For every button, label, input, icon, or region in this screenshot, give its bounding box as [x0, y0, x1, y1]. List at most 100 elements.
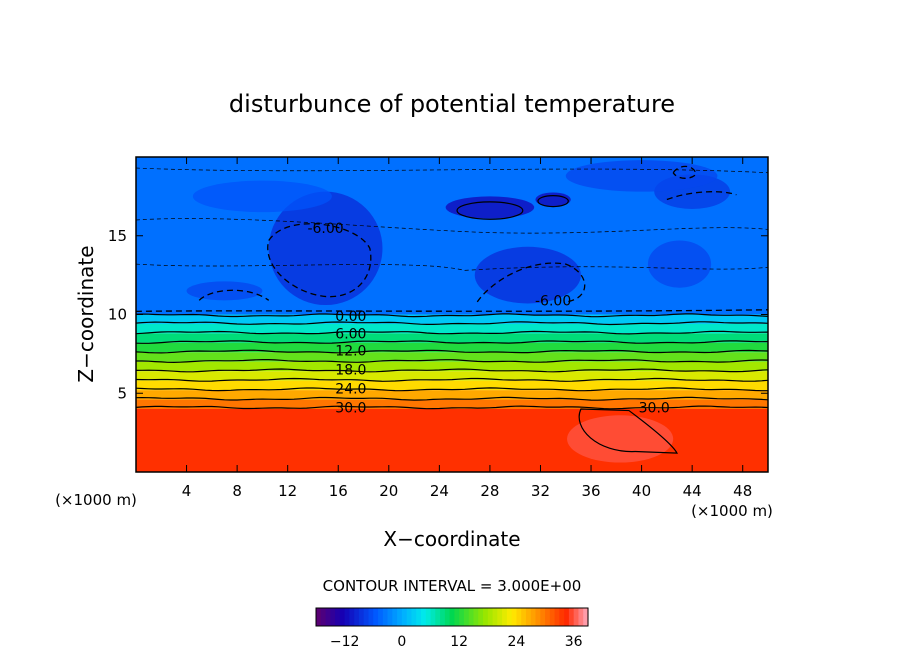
- colorbar-swatch-7: [349, 608, 355, 626]
- x-axis-ticks: 4 8 12 16 20 24 28 32 36 40 44 48: [182, 157, 752, 500]
- colorbar-swatch-56: [583, 608, 589, 626]
- contour-label-7: -6.00: [307, 221, 343, 237]
- x-unit-left: (×1000 m): [55, 491, 137, 509]
- thermal-layer-10: [136, 314, 768, 324]
- x-tick-label-8: 36: [581, 482, 600, 500]
- x-tick-label-4: 20: [379, 482, 398, 500]
- colorbar-swatch-37: [492, 608, 498, 626]
- contour-lines: [136, 165, 768, 454]
- x-tick-label-0: 4: [182, 482, 192, 500]
- colorbar-swatch-13: [378, 608, 384, 626]
- thin-dashed-contour-2: [136, 263, 768, 271]
- colorbar-tick-label-1: 0: [397, 634, 406, 650]
- thermal-layer-2: [136, 390, 768, 400]
- thin-dashed-contour-1: [136, 218, 768, 234]
- contour-line-2: [136, 387, 768, 392]
- colorbar-swatch-52: [564, 608, 570, 626]
- x-tick-label-3: 16: [329, 482, 348, 500]
- colorbar-swatch-46: [535, 608, 541, 626]
- contour-label-3: 18.0: [335, 363, 366, 379]
- upper-blob-7: [647, 240, 712, 288]
- colorbar-swatch-12: [373, 608, 379, 626]
- colorbar-swatch-32: [468, 608, 475, 626]
- contour-label-1: 6.00: [335, 326, 366, 342]
- colorbar-ticks: −12 0 12 24 36: [330, 634, 583, 650]
- contour-labels: 0.006.00 12.0 18.0 24.0 30.0 30.0 -6.00 -6.00: [307, 221, 669, 417]
- colorbar-swatch-29: [454, 608, 460, 626]
- dashed-contour-3: [666, 191, 737, 201]
- colorbar-swatch-47: [540, 608, 546, 626]
- colorbar: [316, 608, 589, 626]
- colorbar-swatch-10: [363, 608, 370, 626]
- colorbar-swatch-0: [316, 608, 322, 626]
- thermal-layer-6: [136, 352, 768, 362]
- x-tick-label-6: 28: [480, 482, 499, 500]
- colorbar-swatch-21: [416, 608, 422, 626]
- colorbar-swatch-33: [473, 608, 479, 626]
- x-tick-label-7: 32: [531, 482, 550, 500]
- colorbar-swatch-19: [406, 608, 413, 626]
- x-tick-label-10: 44: [683, 482, 702, 500]
- thermal-layer-5: [136, 361, 768, 372]
- x-tick-label-11: 48: [733, 482, 752, 500]
- contour-line-3: [136, 377, 768, 382]
- thin-dashed-contour-0: [136, 167, 768, 174]
- colorbar-swatch-22: [420, 608, 427, 626]
- colorbar-swatch-5: [339, 608, 346, 626]
- contour-line-10: [136, 313, 768, 318]
- x-tick-label-5: 24: [430, 482, 449, 500]
- y-tick-label-2: 15: [108, 227, 127, 245]
- contour-line-5: [136, 359, 768, 364]
- colorbar-swatch-27: [444, 608, 451, 626]
- colorbar-swatch-20: [411, 608, 417, 626]
- dashed-contour-5: [136, 309, 768, 312]
- colorbar-swatch-3: [330, 608, 336, 626]
- x-unit-right: (×1000 m): [691, 502, 773, 520]
- contour-line-4: [136, 368, 768, 373]
- x-tick-label-9: 40: [632, 482, 651, 500]
- colorbar-swatch-26: [440, 608, 446, 626]
- colorbar-swatch-16: [392, 608, 398, 626]
- colorbar-swatch-30: [459, 608, 465, 626]
- dashed-contour-0: [267, 223, 372, 298]
- contour-label-8: -6.00: [535, 293, 571, 309]
- colorbar-tick-label-2: 12: [450, 634, 468, 650]
- colorbar-swatch-48: [545, 608, 551, 626]
- contour-warm-loop: [578, 408, 679, 454]
- x-tick-label-1: 8: [232, 482, 242, 500]
- colorbar-frame: [315, 607, 589, 627]
- contour-label-4: 24.0: [335, 382, 366, 398]
- colorbar-swatch-31: [463, 608, 470, 626]
- colorbar-swatch-23: [425, 608, 432, 626]
- dashed-contour-2: [198, 289, 270, 301]
- thermal-layer-4: [136, 371, 768, 381]
- colorbar-swatch-2: [325, 608, 331, 626]
- y-tick-label-0: 5: [117, 384, 127, 402]
- y-axis-label: Z−coordinate: [74, 245, 98, 382]
- dashed-contour-1: [476, 262, 586, 303]
- colorbar-swatch-39: [502, 608, 508, 626]
- colorbar-swatch-50: [554, 608, 560, 626]
- contour-line-1: [136, 396, 768, 401]
- upper-blob-3: [535, 192, 571, 207]
- contour-label-6: 30.0: [639, 400, 670, 416]
- contour-upper-loop-0: [456, 201, 524, 220]
- thermal-layer-7: [136, 342, 768, 353]
- colorbar-swatch-40: [506, 608, 513, 626]
- colorbar-swatch-35: [483, 608, 489, 626]
- x-tick-label-2: 12: [278, 482, 297, 500]
- warm-pocket: [567, 415, 674, 463]
- contour-line-6: [136, 349, 768, 354]
- filled-contours: [136, 157, 768, 472]
- colorbar-swatch-28: [449, 608, 455, 626]
- colorbar-swatch-6: [344, 608, 350, 626]
- contour-label-0: 0.00: [335, 309, 366, 325]
- chart-title: disturbunce of potential temperature: [229, 90, 675, 118]
- colorbar-swatch-8: [354, 608, 360, 626]
- upper-blob-2: [445, 196, 535, 219]
- colorbar-swatch-44: [525, 608, 532, 626]
- colorbar-swatch-14: [382, 608, 389, 626]
- upper-blob-1: [474, 246, 581, 304]
- colorbar-swatch-15: [387, 608, 393, 626]
